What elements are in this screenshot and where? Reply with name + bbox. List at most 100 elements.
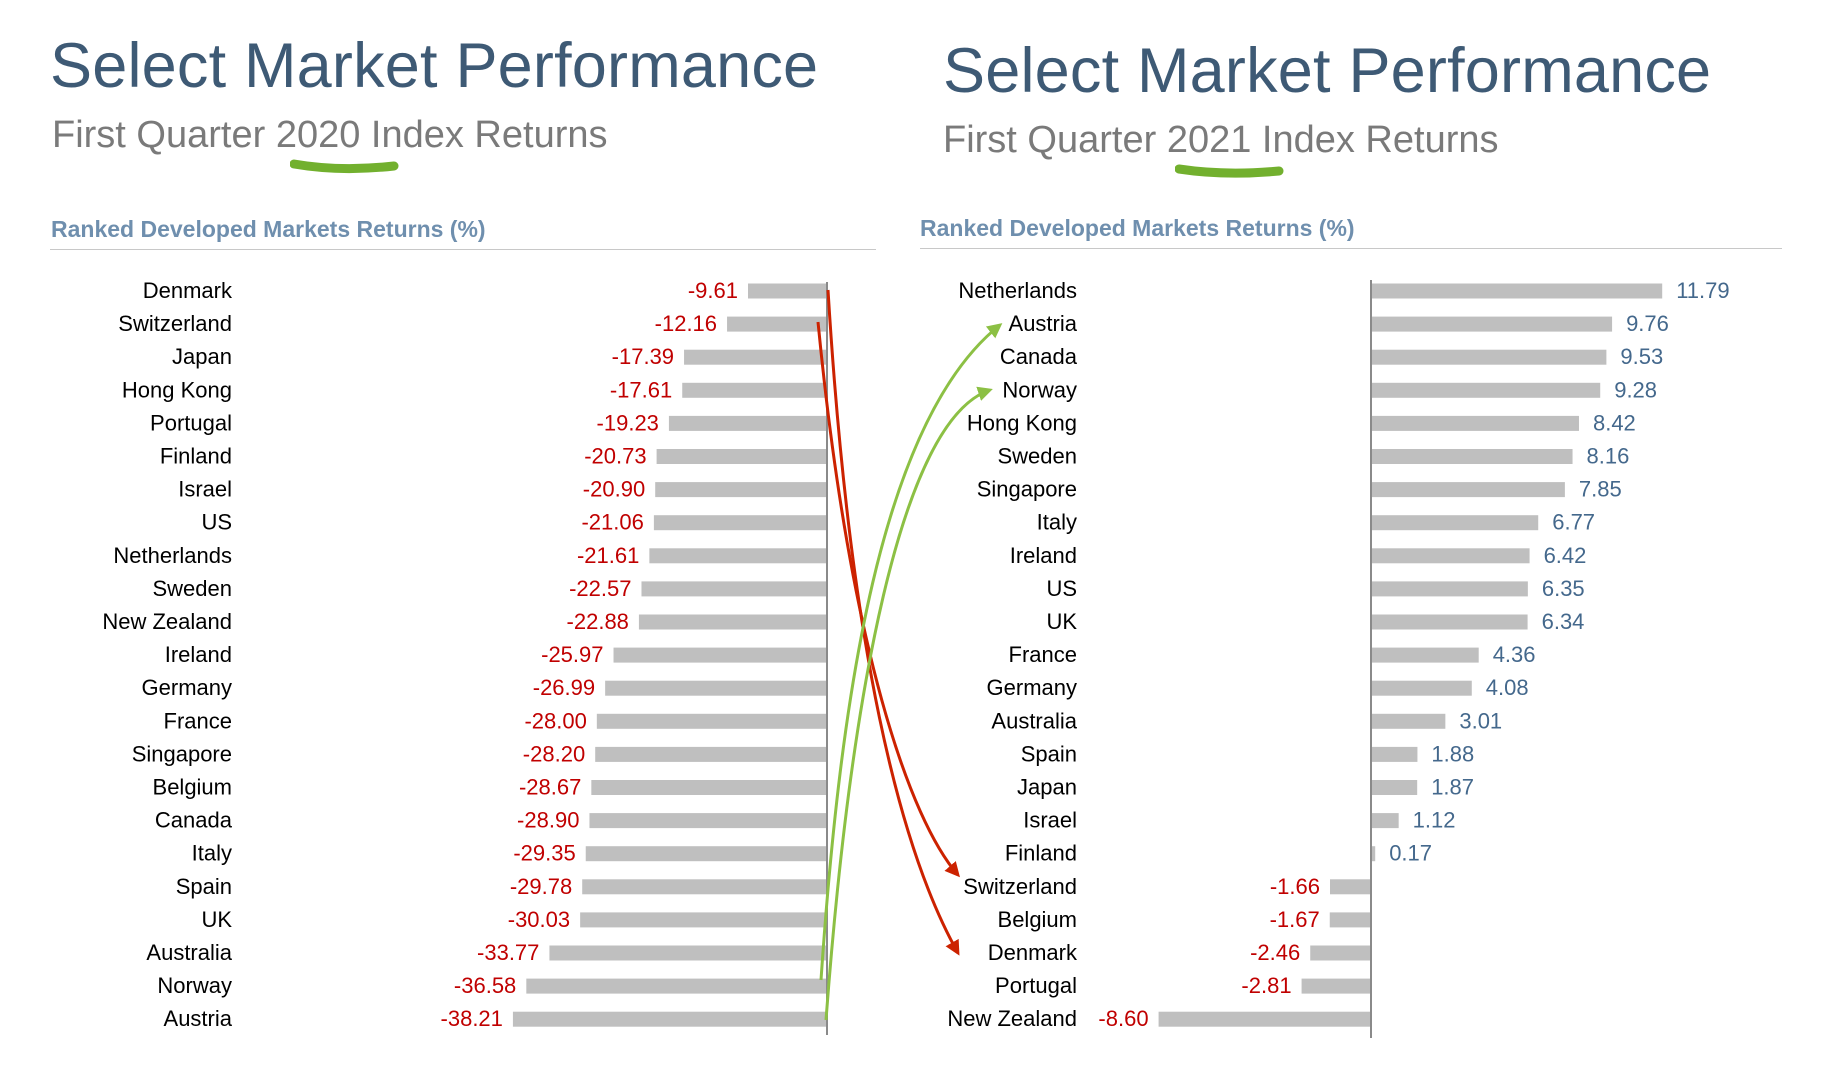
category-label: Portugal xyxy=(150,410,232,435)
category-label: Hong Kong xyxy=(967,410,1077,435)
data-label: 4.08 xyxy=(1486,675,1529,700)
data-label: -25.97 xyxy=(541,642,603,667)
data-label: -8.60 xyxy=(1098,1006,1148,1031)
data-label: 6.77 xyxy=(1552,510,1595,535)
data-label: -20.73 xyxy=(584,444,646,469)
category-label: Australia xyxy=(146,940,232,965)
bar xyxy=(641,581,827,597)
category-label: Netherlands xyxy=(113,543,232,568)
data-label: 4.36 xyxy=(1493,642,1536,667)
left-section-title: Ranked Developed Markets Returns (%) xyxy=(51,216,486,242)
category-label: UK xyxy=(201,907,232,932)
category-label: Germany xyxy=(142,675,232,700)
bar xyxy=(682,382,827,398)
bar xyxy=(1371,515,1539,531)
data-label: 7.85 xyxy=(1579,477,1622,502)
left-subtitle-pre: First Quarter xyxy=(52,114,276,156)
category-label: Canada xyxy=(1000,344,1078,369)
data-label: -1.67 xyxy=(1270,907,1320,932)
right-title: Select Market Performance xyxy=(943,36,1712,106)
category-label: Ireland xyxy=(1010,543,1077,568)
category-label: Italy xyxy=(192,841,232,866)
category-label: Japan xyxy=(172,344,232,369)
bar xyxy=(1371,746,1418,762)
bar xyxy=(585,846,827,862)
right-subtitle-post: Index Returns xyxy=(1251,119,1499,161)
data-label: 3.01 xyxy=(1459,708,1502,733)
bar xyxy=(1371,349,1607,365)
bar xyxy=(605,680,827,696)
category-label: Portugal xyxy=(995,973,1077,998)
right-subtitle-year: 2021 xyxy=(1166,119,1252,161)
left-subtitle: First Quarter 2020 Index Returns xyxy=(52,114,608,157)
bar xyxy=(589,813,827,829)
data-label: -19.23 xyxy=(597,410,659,435)
bar xyxy=(526,978,827,994)
data-label: -36.58 xyxy=(454,973,516,998)
data-label: -28.90 xyxy=(517,808,579,833)
data-label: 6.35 xyxy=(1542,576,1585,601)
bar xyxy=(1371,713,1446,729)
bar xyxy=(638,614,827,630)
left-subtitle-year: 2020 xyxy=(275,114,361,156)
bar xyxy=(649,548,827,564)
bar xyxy=(1371,614,1528,630)
category-label: France xyxy=(164,708,232,733)
category-label: Sweden xyxy=(997,444,1077,469)
data-label: -38.21 xyxy=(441,1006,503,1031)
category-label: Finland xyxy=(160,444,232,469)
data-label: -9.61 xyxy=(688,278,738,303)
bar xyxy=(1329,879,1371,895)
data-label: 6.34 xyxy=(1542,609,1585,634)
category-label: Canada xyxy=(155,808,233,833)
data-label: 0.17 xyxy=(1389,841,1432,866)
category-label: Denmark xyxy=(143,278,233,303)
left-divider xyxy=(50,249,876,250)
bar xyxy=(1371,415,1579,431)
bar xyxy=(1371,846,1376,862)
bar xyxy=(1301,978,1371,994)
bar xyxy=(591,780,827,795)
bar xyxy=(1371,581,1528,597)
category-label: US xyxy=(201,510,232,535)
bar xyxy=(1158,1011,1371,1027)
left-title: Select Market Performance xyxy=(50,31,819,101)
data-label: -1.66 xyxy=(1270,874,1320,899)
bar xyxy=(1371,780,1418,795)
bar xyxy=(668,415,827,431)
category-label: Singapore xyxy=(132,741,232,766)
data-label: 1.87 xyxy=(1431,775,1474,800)
left-subtitle-post: Index Returns xyxy=(360,114,608,156)
bar xyxy=(1371,316,1613,332)
category-label: UK xyxy=(1046,609,1077,634)
data-label: 11.79 xyxy=(1676,278,1729,303)
category-label: New Zealand xyxy=(102,609,232,634)
category-label: Finland xyxy=(1005,841,1077,866)
data-label: 1.12 xyxy=(1413,808,1456,833)
category-label: Switzerland xyxy=(963,874,1077,899)
category-label: Italy xyxy=(1037,510,1077,535)
right-year-highlight xyxy=(1175,164,1284,178)
bar xyxy=(1371,283,1663,299)
bar xyxy=(582,879,827,895)
category-label: Israel xyxy=(178,477,232,502)
right-panel: Select Market Performance First Quarter … xyxy=(905,0,1842,1084)
category-label: Netherlands xyxy=(958,278,1077,303)
bar xyxy=(1310,945,1371,961)
bar xyxy=(1329,912,1371,928)
data-label: 1.88 xyxy=(1431,741,1474,766)
bar xyxy=(580,912,827,928)
data-label: -26.99 xyxy=(533,675,595,700)
bar xyxy=(684,349,827,365)
category-label: Austria xyxy=(164,1006,233,1031)
category-label: Australia xyxy=(991,708,1077,733)
data-label: 6.42 xyxy=(1544,543,1587,568)
right-section-title: Ranked Developed Markets Returns (%) xyxy=(920,215,1355,241)
category-label: New Zealand xyxy=(947,1006,1077,1031)
bar xyxy=(595,746,827,762)
category-label: Norway xyxy=(157,973,232,998)
data-label: 9.28 xyxy=(1614,377,1657,402)
bar xyxy=(596,713,827,729)
data-label: -28.20 xyxy=(523,741,585,766)
bar xyxy=(1371,647,1479,663)
